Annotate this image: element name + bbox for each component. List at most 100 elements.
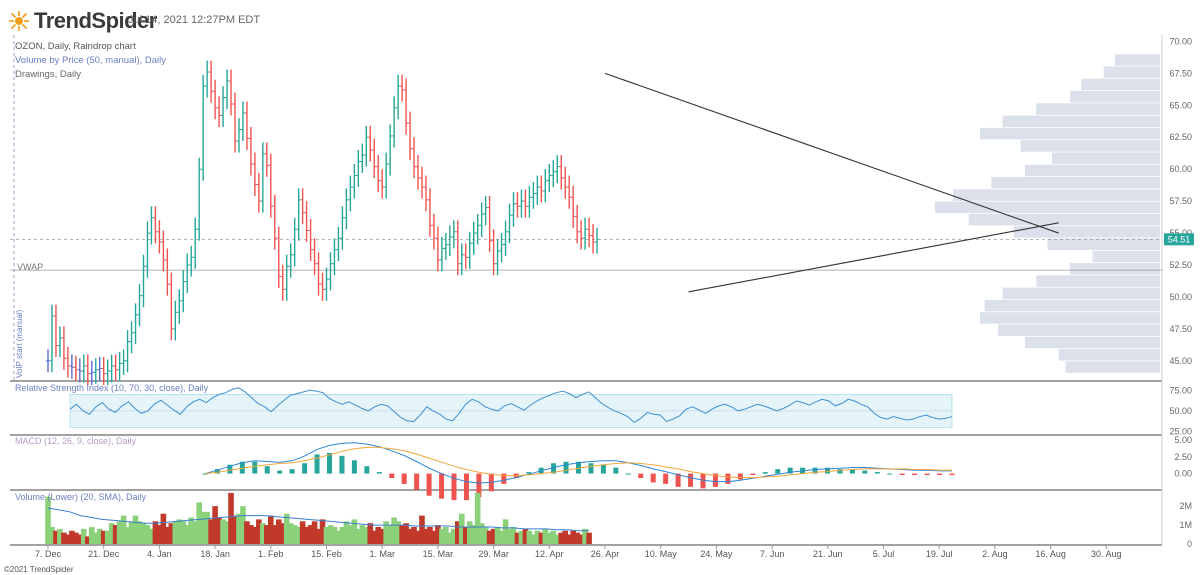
volume-bar bbox=[586, 532, 592, 544]
volume-bar bbox=[53, 530, 59, 544]
volume-bar bbox=[232, 515, 238, 544]
volume-bar bbox=[478, 523, 485, 544]
vbp-bar bbox=[1013, 226, 1160, 238]
volume-bar bbox=[331, 526, 338, 544]
vwap-label: VWAP bbox=[17, 262, 43, 272]
volume-bar bbox=[407, 528, 413, 544]
volume-bar bbox=[371, 530, 378, 544]
volume-bar bbox=[379, 528, 385, 544]
chart-timestamp: Jul 14, 2021 12:27PM EDT bbox=[128, 14, 261, 26]
volume-bar bbox=[395, 521, 401, 544]
volume-tick-label: 0 bbox=[1187, 539, 1192, 549]
macd-histogram-bar bbox=[949, 473, 955, 476]
macd-histogram-bar bbox=[277, 470, 283, 474]
volume-bar bbox=[88, 526, 95, 544]
vbp-bar bbox=[935, 201, 1160, 214]
macd-histogram-bar bbox=[563, 461, 569, 474]
macd-histogram-bar bbox=[501, 473, 507, 484]
macd-histogram-bar bbox=[750, 473, 756, 476]
macd-histogram-bar bbox=[351, 460, 357, 474]
macd-histogram-bar bbox=[625, 473, 631, 475]
price-tick-label: 50.00 bbox=[1169, 292, 1192, 302]
volume-bar bbox=[268, 515, 274, 544]
volume-bar bbox=[81, 528, 87, 544]
date-tick-label: 16. Aug bbox=[1035, 549, 1066, 559]
vbp-bar bbox=[980, 127, 1160, 140]
macd-histogram-bar bbox=[912, 473, 918, 476]
vbp-bar bbox=[1036, 275, 1160, 287]
volume-bar bbox=[73, 532, 79, 544]
macd-histogram-bar bbox=[588, 463, 594, 474]
volume-bar bbox=[283, 513, 290, 544]
volume-bar bbox=[252, 526, 258, 544]
date-tick-label: 2. Aug bbox=[982, 549, 1008, 559]
volume-bar bbox=[447, 532, 453, 544]
vbp-bar bbox=[1070, 91, 1160, 103]
rsi-tick-label: 50.00 bbox=[1169, 406, 1192, 416]
volume-bar bbox=[256, 519, 262, 544]
trendline[interactable] bbox=[688, 222, 1059, 293]
price-tick-label: 60.00 bbox=[1169, 164, 1192, 174]
volume-bar bbox=[240, 506, 246, 544]
macd-histogram-bar bbox=[239, 461, 245, 474]
volume-bar bbox=[77, 534, 83, 544]
macd-histogram-bar bbox=[924, 473, 930, 476]
overlay-drawings[interactable]: Drawings, Daily bbox=[15, 69, 81, 80]
volume-bar bbox=[164, 526, 171, 544]
volume-bar bbox=[526, 530, 533, 544]
price-tick-label: 52.50 bbox=[1169, 260, 1192, 270]
macd-histogram-bar bbox=[600, 464, 606, 474]
vbp-bar bbox=[1025, 164, 1160, 177]
vbp-bar bbox=[1047, 238, 1160, 250]
spider-logo-icon bbox=[9, 11, 29, 31]
volume-bar bbox=[335, 530, 342, 544]
date-tick-label: 18. Jan bbox=[200, 549, 230, 559]
vbp-bar bbox=[1020, 140, 1160, 152]
last-price-value: 54.51 bbox=[1168, 234, 1191, 244]
volume-bar bbox=[65, 534, 71, 544]
overlay-volume-by-price[interactable]: Volume by Price (50, manual), Daily bbox=[15, 55, 167, 66]
volume-bar bbox=[248, 525, 254, 544]
volume-bar bbox=[144, 525, 151, 544]
macd-histogram-bar bbox=[364, 466, 370, 474]
macd-histogram-bar bbox=[874, 472, 880, 474]
macd-histogram-bar bbox=[638, 473, 644, 478]
volume-bar bbox=[470, 525, 477, 544]
macd-histogram-bar bbox=[439, 473, 445, 499]
vbp-bar bbox=[1070, 263, 1160, 275]
macd-tick-label: 5.00 bbox=[1174, 435, 1192, 445]
date-tick-label: 26. Apr bbox=[591, 549, 620, 559]
vbp-bar bbox=[991, 177, 1160, 189]
volume-tick-label: 2M bbox=[1179, 501, 1192, 511]
volume-bar bbox=[124, 526, 131, 544]
volume-bar bbox=[92, 532, 99, 544]
vwap-start-label: VoIP start (manual) bbox=[15, 309, 24, 378]
volume-bar bbox=[275, 519, 282, 544]
rsi-title[interactable]: Relative Strength Index (10, 70, 30, clo… bbox=[15, 383, 209, 393]
volume-bar bbox=[454, 521, 461, 544]
date-tick-label: 1. Mar bbox=[369, 549, 395, 559]
volume-title[interactable]: Volume (Lower) (20, SMA), Daily bbox=[15, 492, 147, 502]
price-tick-label: 62.50 bbox=[1169, 132, 1192, 142]
volume-bar bbox=[152, 521, 159, 544]
macd-histogram-bar bbox=[812, 467, 818, 474]
macd-title[interactable]: MACD (12, 26, 9, close), Daily bbox=[15, 436, 137, 446]
volume-bar bbox=[578, 534, 584, 544]
volume-bar bbox=[542, 528, 549, 544]
date-tick-label: 12. Apr bbox=[535, 549, 564, 559]
date-tick-label: 1. Feb bbox=[258, 549, 284, 559]
volume-bar bbox=[458, 513, 465, 544]
vbp-bar bbox=[968, 213, 1160, 226]
price-tick-label: 57.50 bbox=[1169, 196, 1192, 206]
volume-bar bbox=[116, 521, 123, 544]
volume-bar bbox=[220, 519, 226, 544]
macd-histogram-bar bbox=[899, 473, 905, 476]
vbp-bar bbox=[980, 312, 1160, 324]
trendline[interactable] bbox=[604, 72, 1059, 234]
volume-bar bbox=[311, 521, 318, 544]
macd-histogram-bar bbox=[849, 469, 855, 474]
price-tick-label: 67.50 bbox=[1169, 68, 1192, 78]
volume-bar bbox=[486, 530, 493, 544]
trendline-drawings[interactable] bbox=[604, 72, 1059, 293]
